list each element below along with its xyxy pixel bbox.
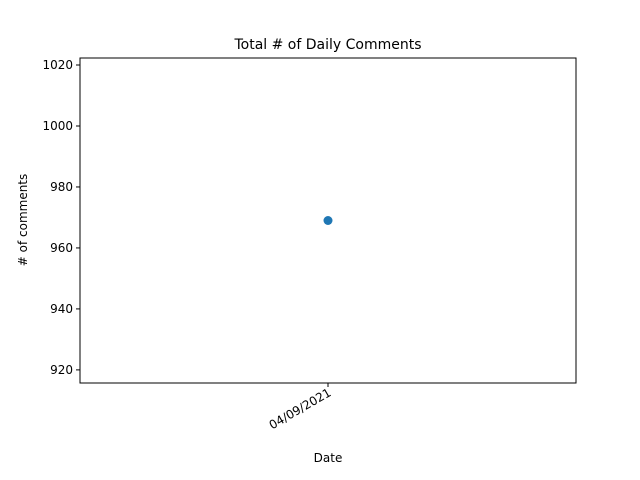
- y-tick-label: 940: [50, 302, 73, 316]
- axes-frame: [79, 57, 577, 384]
- y-tick-label: 980: [50, 180, 73, 194]
- data-point: [323, 216, 333, 225]
- y-tick-label: 1000: [42, 119, 73, 133]
- y-axis-ticks: 920 940 960 980 1000 1020: [42, 58, 80, 377]
- x-axis-label: Date: [314, 451, 343, 465]
- y-axis-label: # of comments: [16, 174, 30, 267]
- y-tick-label: 1020: [42, 58, 73, 72]
- data-points: [323, 216, 333, 225]
- chart-title: Total # of Daily Comments: [233, 37, 421, 53]
- y-tick-label: 960: [50, 241, 73, 255]
- y-tick-label: 920: [50, 363, 73, 377]
